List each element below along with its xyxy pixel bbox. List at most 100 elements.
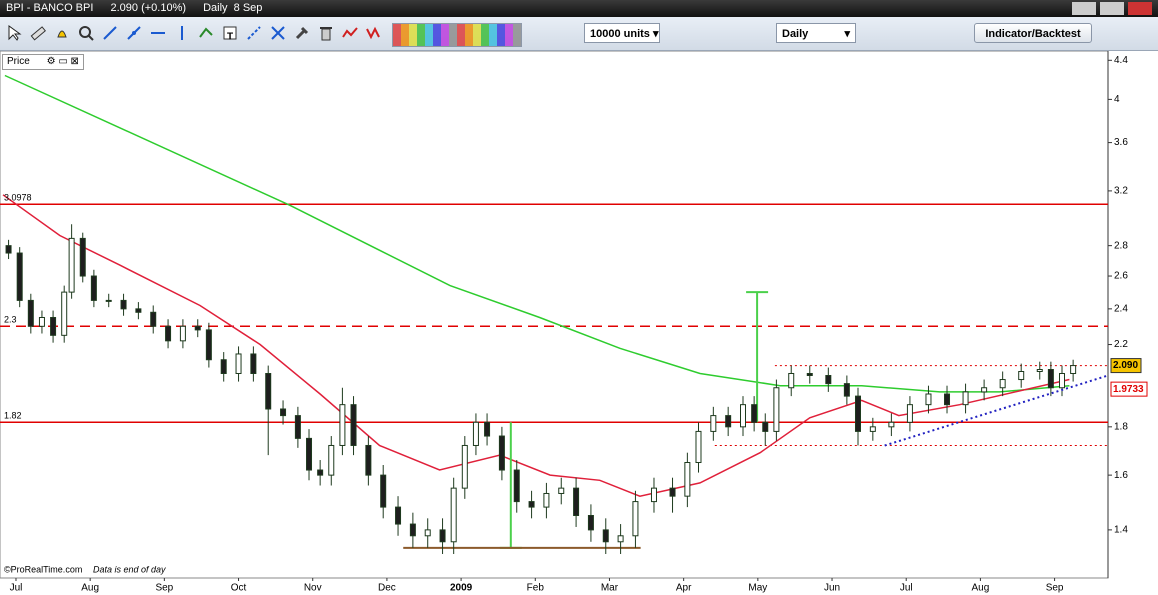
- candle-body: [999, 379, 1006, 389]
- plot-frame: [0, 50, 1109, 579]
- tool-icon[interactable]: [318, 25, 334, 41]
- candle-body: [587, 514, 594, 531]
- candle-body: [925, 393, 932, 406]
- color-palette[interactable]: [392, 23, 522, 47]
- candle-body: [350, 404, 357, 446]
- x-tick-label: Jun: [824, 583, 840, 594]
- candle-body: [50, 316, 57, 336]
- candle-body: [1059, 372, 1066, 389]
- candle-body: [1036, 369, 1043, 373]
- x-tick-label: Nov: [304, 583, 322, 594]
- units: 10000 units: [590, 28, 650, 40]
- plot-area: [0, 74, 1108, 555]
- candle-body: [498, 435, 505, 471]
- line-label: 3.0978: [4, 193, 32, 203]
- tool-icon[interactable]: [30, 25, 46, 41]
- panel-tab[interactable]: Price ⚙ ▭ ⊠: [2, 54, 84, 70]
- y-tick-label: 2.4: [1114, 304, 1128, 315]
- svg-text:T: T: [227, 32, 233, 41]
- y-tick-label: 1.4: [1114, 525, 1128, 536]
- candle-body: [888, 421, 895, 428]
- candle-body: [90, 275, 97, 301]
- y-tick-label: 4.4: [1114, 55, 1128, 66]
- candle-body: [179, 325, 186, 342]
- candle-body: [472, 421, 479, 446]
- candle-body: [710, 415, 717, 432]
- candle-body: [380, 474, 387, 508]
- line-label: 2.3: [4, 315, 17, 325]
- candle-body: [265, 372, 272, 410]
- candle-body: [1018, 371, 1025, 381]
- candle-body: [617, 535, 624, 543]
- candle-body: [450, 487, 457, 543]
- x-tick-label: Mar: [601, 583, 619, 594]
- moving-average: [2, 194, 1070, 497]
- candle-body: [1070, 365, 1077, 374]
- x-tick-label: Aug: [81, 583, 99, 594]
- tool-icon[interactable]: [294, 25, 310, 41]
- trend-line: [884, 374, 1108, 447]
- y-tick-label: 2.6: [1114, 271, 1128, 282]
- candle-body: [906, 404, 913, 423]
- tool-icon[interactable]: [198, 25, 214, 41]
- candle-body: [695, 430, 702, 464]
- tool-icon[interactable]: T: [222, 25, 238, 41]
- candle-body: [962, 391, 969, 406]
- candle-body: [944, 393, 951, 406]
- tool-icon[interactable]: [366, 25, 382, 41]
- tool-icon[interactable]: [126, 25, 142, 41]
- button-label: Indicator/Backtest: [985, 28, 1081, 40]
- candle-body: [61, 291, 68, 336]
- candle-body: [558, 487, 565, 494]
- tool-icon[interactable]: [174, 25, 190, 41]
- candle-body: [650, 487, 657, 503]
- window-buttons[interactable]: [1072, 2, 1152, 15]
- tool-icon[interactable]: [270, 25, 286, 41]
- moving-average: [4, 74, 1070, 393]
- x-tick-label: Dec: [378, 583, 396, 594]
- candle-body: [869, 426, 876, 432]
- x-tick-label: Jul: [10, 583, 23, 594]
- price-box: [1110, 358, 1142, 374]
- tool-icon[interactable]: [54, 25, 70, 41]
- title-bar: BPI - BANCO BPI 2.090 (+0.10%) Daily 8 S…: [0, 0, 1158, 17]
- x-tick-label: Sep: [155, 583, 173, 594]
- candle-body: [328, 444, 335, 476]
- candle-body: [68, 237, 75, 293]
- tool-icon[interactable]: [342, 25, 358, 41]
- candle-body: [528, 501, 535, 508]
- candle-body: [220, 359, 227, 374]
- tool-icon[interactable]: [6, 25, 22, 41]
- tool-icon[interactable]: [150, 25, 166, 41]
- candle-body: [439, 529, 446, 543]
- candle-body: [513, 469, 520, 503]
- candle-body: [981, 387, 988, 393]
- tool-icon[interactable]: [78, 25, 94, 41]
- candle-body: [365, 444, 372, 476]
- candle-body: [424, 529, 431, 537]
- interval-select[interactable]: Daily ▾: [776, 23, 856, 43]
- candle-body: [105, 299, 112, 302]
- indicator-button[interactable]: Indicator/Backtest: [974, 23, 1092, 43]
- candle-body: [806, 372, 813, 377]
- tool-icon[interactable]: [246, 25, 262, 41]
- y-tick-label: 3.2: [1114, 186, 1128, 197]
- candle-body: [395, 506, 402, 525]
- y-tick-label: 2.2: [1114, 339, 1128, 350]
- units-select[interactable]: 10000 units ▾: [584, 23, 660, 43]
- candle-body: [1047, 369, 1054, 389]
- y-tick-label: 4: [1114, 94, 1120, 105]
- candle-body: [38, 316, 45, 327]
- candle-body: [854, 395, 861, 432]
- x-tick-label: Aug: [972, 583, 990, 594]
- candle-body: [294, 415, 301, 439]
- source: ©ProRealTime.com: [4, 564, 82, 574]
- period: Daily 8 Sep: [203, 2, 263, 14]
- note: Data is end of day: [93, 564, 166, 574]
- candle-body: [751, 404, 758, 423]
- candle-body: [409, 523, 416, 537]
- candle-body: [461, 444, 468, 489]
- x-tick-label: May: [748, 583, 767, 594]
- tool-icon[interactable]: [102, 25, 118, 41]
- average-box: [1110, 381, 1148, 397]
